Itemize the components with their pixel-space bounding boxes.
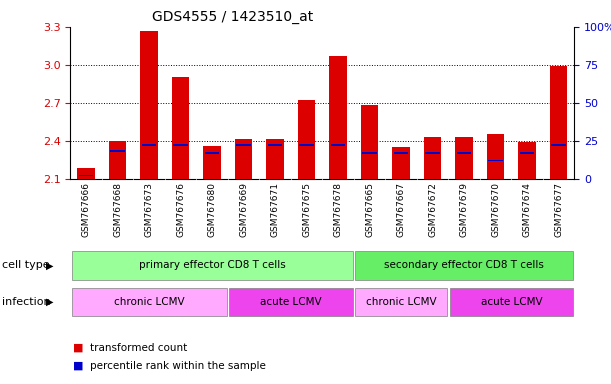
Text: GSM767673: GSM767673 (145, 182, 153, 237)
Text: GSM767675: GSM767675 (302, 182, 311, 237)
Bar (173, 144, 188, 146)
Bar (450, 288, 573, 316)
Bar (266, 139, 284, 179)
Bar (550, 66, 567, 179)
Text: GSM767672: GSM767672 (428, 182, 437, 237)
Bar (205, 152, 219, 154)
Text: GSM767679: GSM767679 (459, 182, 469, 237)
Bar (229, 288, 353, 316)
Bar (520, 152, 535, 154)
Text: GSM767667: GSM767667 (397, 182, 406, 237)
Text: GSM767674: GSM767674 (522, 182, 532, 237)
Text: GSM767665: GSM767665 (365, 182, 374, 237)
Bar (355, 288, 447, 316)
Text: GSM767678: GSM767678 (334, 182, 343, 237)
Bar (79, 175, 93, 176)
Bar (71, 251, 353, 280)
Bar (455, 137, 473, 179)
Bar (329, 56, 346, 179)
Bar (487, 134, 504, 179)
Text: cell type: cell type (2, 260, 49, 270)
Text: acute LCMV: acute LCMV (480, 297, 542, 307)
Bar (78, 169, 95, 179)
Text: GSM767677: GSM767677 (554, 182, 563, 237)
Text: ■: ■ (73, 343, 84, 353)
Bar (425, 152, 440, 154)
Bar (299, 144, 314, 146)
Bar (551, 144, 566, 146)
Text: GSM767671: GSM767671 (271, 182, 280, 237)
Bar (236, 144, 251, 146)
Text: ■: ■ (73, 361, 84, 371)
Bar (331, 144, 345, 146)
Bar (392, 147, 410, 179)
Bar (268, 144, 282, 146)
Text: infection: infection (2, 297, 51, 307)
Text: GSM767669: GSM767669 (239, 182, 248, 237)
Text: GSM767670: GSM767670 (491, 182, 500, 237)
Bar (488, 160, 503, 161)
Bar (235, 139, 252, 179)
Text: acute LCMV: acute LCMV (260, 297, 321, 307)
Text: ▶: ▶ (46, 297, 54, 307)
Bar (109, 141, 126, 179)
Bar (141, 31, 158, 179)
Text: percentile rank within the sample: percentile rank within the sample (90, 361, 266, 371)
Text: chronic LCMV: chronic LCMV (366, 297, 436, 307)
Text: transformed count: transformed count (90, 343, 188, 353)
Bar (518, 142, 536, 179)
Text: GSM767666: GSM767666 (81, 182, 90, 237)
Bar (71, 288, 227, 316)
Bar (361, 105, 378, 179)
Text: GSM767676: GSM767676 (176, 182, 185, 237)
Bar (110, 151, 125, 152)
Bar (424, 137, 441, 179)
Text: GSM767680: GSM767680 (208, 182, 216, 237)
Text: GSM767668: GSM767668 (113, 182, 122, 237)
Bar (393, 152, 408, 154)
Text: ▶: ▶ (46, 260, 54, 270)
Bar (172, 78, 189, 179)
Text: primary effector CD8 T cells: primary effector CD8 T cells (139, 260, 285, 270)
Bar (355, 251, 573, 280)
Bar (142, 144, 156, 146)
Text: secondary effector CD8 T cells: secondary effector CD8 T cells (384, 260, 544, 270)
Text: GDS4555 / 1423510_at: GDS4555 / 1423510_at (152, 10, 313, 23)
Text: chronic LCMV: chronic LCMV (114, 297, 185, 307)
Bar (203, 146, 221, 179)
Bar (362, 152, 377, 154)
Bar (456, 152, 472, 154)
Bar (298, 100, 315, 179)
